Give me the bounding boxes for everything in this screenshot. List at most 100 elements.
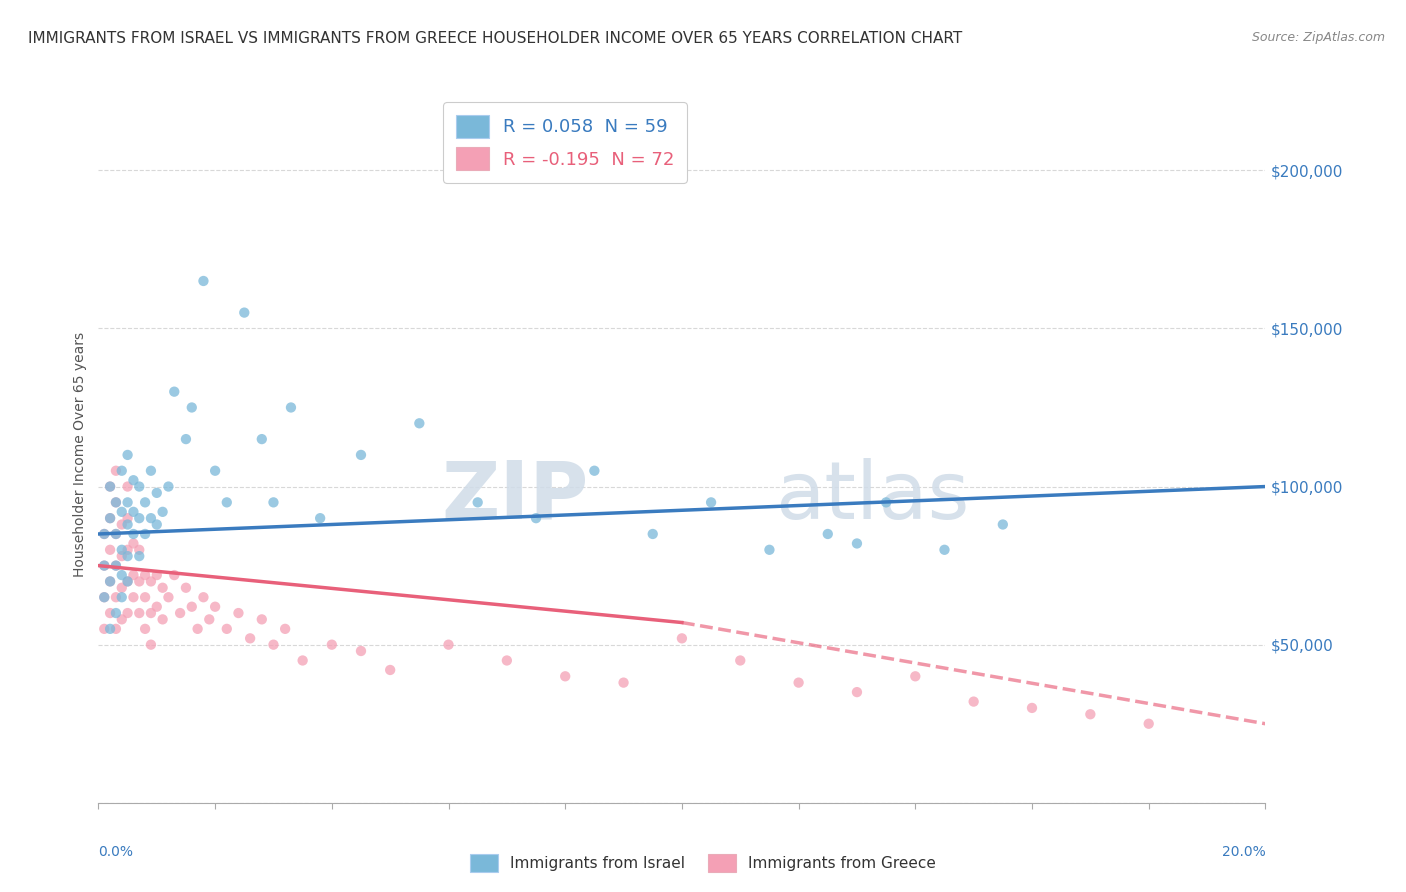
Point (934, 542, 956, 557)
Point (111, 542, 134, 557)
Point (104, 558, 127, 573)
Point (117, 511, 139, 525)
Point (583, 464, 606, 478)
Point (904, 669, 927, 683)
Point (1137, 716, 1160, 731)
Point (262, 495, 284, 509)
Point (128, 606, 150, 620)
Point (122, 505, 145, 519)
Point (134, 495, 156, 509)
Point (117, 448, 139, 462)
Point (104, 495, 127, 509)
Point (198, 612, 221, 626)
Point (787, 675, 810, 690)
Point (239, 632, 262, 646)
Point (139, 606, 162, 620)
Point (152, 505, 174, 519)
Point (111, 612, 134, 626)
Point (152, 581, 174, 595)
Point (111, 517, 134, 532)
Point (139, 574, 162, 589)
Point (612, 675, 634, 690)
Point (93, 558, 115, 573)
Point (174, 432, 197, 446)
Point (157, 591, 180, 605)
Point (93, 527, 115, 541)
Legend: R = 0.058  N = 59, R = -0.195  N = 72: R = 0.058 N = 59, R = -0.195 N = 72 (443, 103, 688, 183)
Point (180, 401, 202, 415)
Point (104, 527, 127, 541)
Point (174, 581, 197, 595)
Point (134, 527, 156, 541)
Point (98, 622, 121, 636)
Text: 20.0%: 20.0% (1222, 845, 1265, 858)
Point (104, 591, 127, 605)
Point (117, 479, 139, 493)
Point (117, 549, 139, 563)
Point (117, 606, 139, 620)
Point (169, 606, 191, 620)
Point (641, 527, 664, 541)
Point (98, 479, 121, 493)
Point (98, 542, 121, 557)
Point (111, 549, 134, 563)
Point (134, 591, 156, 605)
Point (128, 549, 150, 563)
Text: atlas: atlas (775, 458, 970, 536)
Point (991, 517, 1014, 532)
Legend: Immigrants from Israel, Immigrants from Greece: Immigrants from Israel, Immigrants from … (463, 846, 943, 880)
Point (117, 574, 139, 589)
Point (671, 632, 693, 646)
Point (122, 568, 145, 582)
Point (700, 495, 723, 509)
Point (730, 653, 752, 667)
Point (104, 606, 127, 620)
Point (215, 622, 238, 636)
Point (146, 486, 169, 500)
Point (204, 599, 226, 614)
Point (350, 644, 373, 658)
Point (350, 448, 373, 462)
Point (846, 685, 869, 699)
Text: Source: ZipAtlas.com: Source: ZipAtlas.com (1251, 31, 1385, 45)
Point (437, 638, 460, 652)
Point (104, 558, 127, 573)
Text: IMMIGRANTS FROM ISRAEL VS IMMIGRANTS FROM GREECE HOUSEHOLDER INCOME OVER 65 YEAR: IMMIGRANTS FROM ISRAEL VS IMMIGRANTS FRO… (28, 31, 962, 46)
Point (152, 612, 174, 626)
Point (250, 612, 273, 626)
Point (128, 574, 150, 589)
Point (163, 384, 186, 399)
Point (134, 622, 156, 636)
Point (104, 464, 127, 478)
Point (93, 591, 115, 605)
Point (228, 606, 250, 620)
Point (193, 591, 215, 605)
Point (875, 495, 897, 509)
Point (93, 527, 115, 541)
Point (274, 622, 297, 636)
Point (250, 432, 273, 446)
Point (846, 536, 869, 550)
Point (98, 511, 121, 525)
Point (139, 464, 162, 478)
Point (111, 464, 134, 478)
Point (146, 517, 169, 532)
Point (758, 542, 780, 557)
Point (117, 542, 139, 557)
Point (291, 653, 314, 667)
Point (163, 568, 186, 582)
Point (817, 527, 839, 541)
Point (128, 479, 150, 493)
Point (193, 274, 215, 288)
Point (380, 663, 402, 677)
Point (122, 473, 145, 487)
Point (111, 581, 134, 595)
Point (180, 599, 202, 614)
Point (139, 511, 162, 525)
Point (146, 599, 169, 614)
Point (98, 574, 121, 589)
Point (104, 622, 127, 636)
Point (524, 511, 547, 525)
Y-axis label: Householder Income Over 65 years: Householder Income Over 65 years (73, 333, 87, 577)
Point (1021, 701, 1043, 715)
